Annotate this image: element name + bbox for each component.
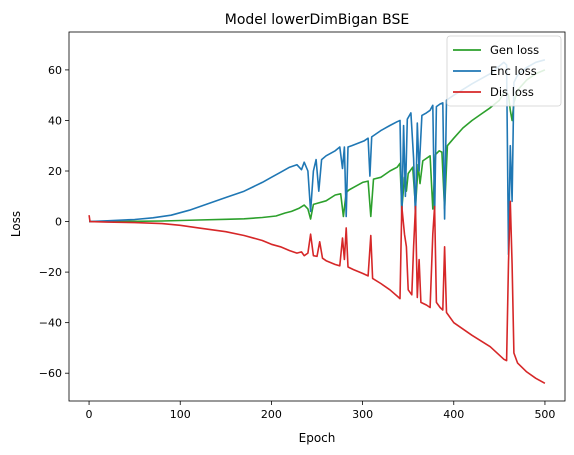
y-tick-label: 60 <box>48 64 62 77</box>
chart-title: Model lowerDimBigan BSE <box>225 12 409 28</box>
y-tick-label: −20 <box>39 266 62 279</box>
legend-label: Enc loss <box>490 64 537 78</box>
x-tick-label: 400 <box>443 408 464 421</box>
x-tick-label: 300 <box>352 408 373 421</box>
y-tick-label: 20 <box>48 165 62 178</box>
series-line-dis-loss <box>89 201 545 383</box>
y-tick-label: 0 <box>55 216 62 229</box>
y-axis-ticks: −60 −40 −20 0 20 40 60 <box>39 64 69 380</box>
y-tick-label: −60 <box>39 367 62 380</box>
x-axis-ticks: 0 100 200 300 400 500 <box>86 401 556 421</box>
legend-label: Dis loss <box>490 85 534 99</box>
plot-lines <box>89 60 545 384</box>
y-tick-label: −40 <box>39 317 62 330</box>
x-axis-title: Epoch <box>299 431 336 445</box>
x-tick-label: 500 <box>534 408 555 421</box>
y-axis-title: Loss <box>9 211 23 237</box>
legend-label: Gen loss <box>490 43 539 57</box>
x-tick-label: 200 <box>261 408 282 421</box>
x-tick-label: 100 <box>170 408 191 421</box>
y-tick-label: 40 <box>48 114 62 127</box>
x-tick-label: 0 <box>86 408 93 421</box>
legend: Gen loss Enc loss Dis loss <box>447 36 561 106</box>
